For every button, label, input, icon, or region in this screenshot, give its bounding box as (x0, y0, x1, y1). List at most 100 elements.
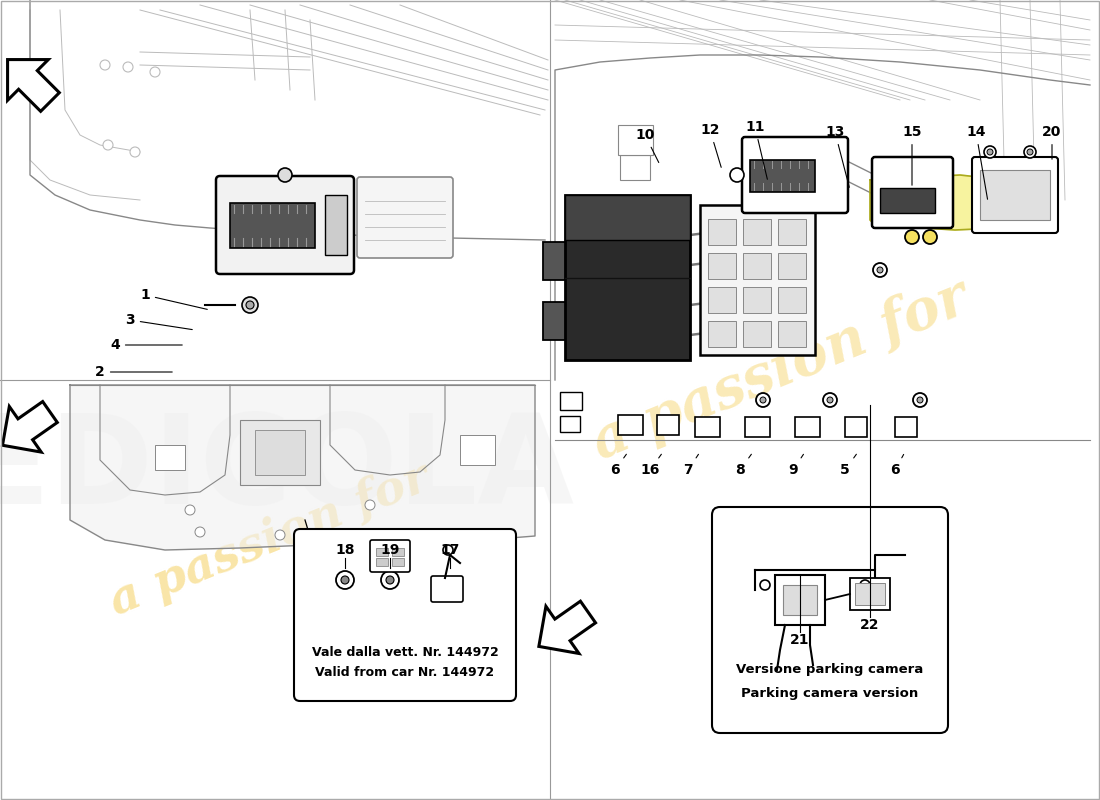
Circle shape (730, 168, 744, 182)
Circle shape (242, 297, 258, 313)
Polygon shape (870, 175, 1005, 230)
Bar (700, 205, 815, 355)
Bar (742, 321, 771, 347)
Circle shape (195, 527, 205, 537)
Circle shape (877, 267, 883, 273)
Text: EDICOLA: EDICOLA (0, 410, 575, 530)
FancyBboxPatch shape (742, 137, 848, 213)
Text: 3: 3 (125, 313, 192, 330)
FancyBboxPatch shape (216, 176, 354, 274)
Bar (392, 558, 404, 566)
Text: 18: 18 (336, 543, 354, 557)
Circle shape (987, 149, 993, 155)
Text: 15: 15 (902, 125, 922, 186)
Circle shape (905, 230, 918, 244)
Text: Valid from car Nr. 144972: Valid from car Nr. 144972 (316, 666, 495, 679)
FancyBboxPatch shape (294, 529, 516, 701)
Bar (742, 253, 771, 279)
Text: 12: 12 (701, 123, 722, 167)
Circle shape (336, 571, 354, 589)
Bar (565, 195, 690, 360)
Text: 9: 9 (789, 454, 803, 477)
Bar (695, 417, 721, 437)
Circle shape (278, 168, 292, 182)
Circle shape (150, 67, 160, 77)
Bar (778, 321, 806, 347)
Circle shape (185, 505, 195, 515)
Text: 6: 6 (610, 454, 626, 477)
Bar (255, 430, 305, 475)
Bar (565, 195, 690, 240)
Text: a passion for: a passion for (103, 454, 437, 626)
Bar (855, 583, 886, 605)
Bar (543, 242, 565, 280)
Circle shape (246, 301, 254, 309)
Bar (845, 417, 867, 437)
Bar (708, 321, 736, 347)
Bar (745, 417, 770, 437)
Circle shape (130, 147, 140, 157)
FancyBboxPatch shape (972, 157, 1058, 233)
Circle shape (355, 530, 365, 540)
Circle shape (917, 397, 923, 403)
Bar (620, 155, 650, 180)
Bar (742, 219, 771, 245)
Bar (543, 302, 565, 340)
Bar (880, 188, 935, 213)
Bar (376, 548, 388, 556)
Bar (155, 445, 185, 470)
Bar (460, 435, 495, 465)
Bar (708, 219, 736, 245)
Text: 7: 7 (683, 454, 698, 477)
Text: 22: 22 (860, 618, 880, 632)
Bar (778, 219, 806, 245)
Circle shape (984, 146, 996, 158)
Circle shape (381, 571, 399, 589)
Bar (618, 415, 644, 435)
Bar (795, 417, 820, 437)
Circle shape (913, 393, 927, 407)
Text: Versione parking camera: Versione parking camera (736, 663, 924, 677)
Polygon shape (539, 601, 595, 654)
Bar (776, 575, 825, 625)
Bar (240, 420, 320, 485)
Bar (230, 203, 315, 248)
Text: Vale dalla vett. Nr. 144972: Vale dalla vett. Nr. 144972 (311, 646, 498, 659)
FancyBboxPatch shape (358, 177, 453, 258)
Bar (778, 287, 806, 313)
Circle shape (760, 397, 766, 403)
Polygon shape (70, 385, 535, 550)
Bar (980, 170, 1050, 220)
Text: 2: 2 (95, 365, 173, 379)
Bar (750, 160, 815, 192)
Bar (783, 585, 817, 615)
Text: 17: 17 (440, 543, 460, 557)
FancyBboxPatch shape (712, 507, 948, 733)
Circle shape (1027, 149, 1033, 155)
Circle shape (827, 397, 833, 403)
Polygon shape (2, 402, 57, 452)
Text: 20: 20 (1043, 125, 1062, 159)
Bar (324, 195, 346, 255)
Circle shape (860, 580, 870, 590)
Circle shape (823, 393, 837, 407)
Circle shape (756, 393, 770, 407)
Bar (850, 578, 890, 610)
Bar (778, 253, 806, 279)
Text: 10: 10 (636, 128, 659, 162)
Text: Parking camera version: Parking camera version (741, 686, 918, 699)
Text: 1: 1 (140, 288, 207, 310)
Bar (708, 287, 736, 313)
Text: 13: 13 (825, 125, 849, 187)
Circle shape (923, 230, 937, 244)
Text: 21: 21 (790, 633, 810, 647)
Text: 19: 19 (381, 543, 399, 557)
Text: a passion for: a passion for (584, 270, 976, 470)
Text: 16: 16 (640, 454, 661, 477)
Circle shape (103, 140, 113, 150)
Bar (392, 548, 404, 556)
Circle shape (100, 60, 110, 70)
Circle shape (434, 530, 446, 540)
Text: 14: 14 (966, 125, 988, 199)
Bar (618, 125, 653, 155)
